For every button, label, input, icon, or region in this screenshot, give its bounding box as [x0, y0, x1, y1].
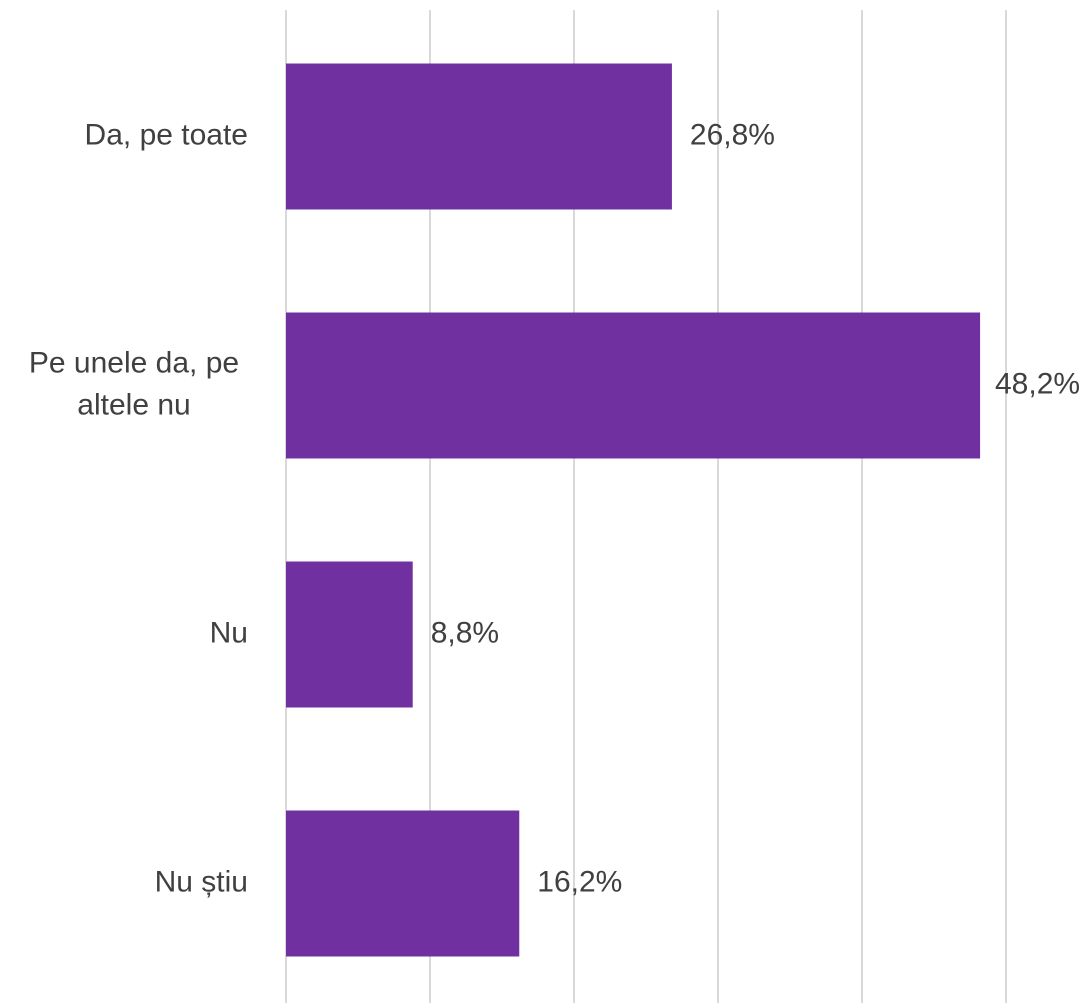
category-label-line: Nu știu: [155, 865, 248, 898]
bars: [286, 63, 981, 957]
category-label-line: Da, pe toate: [85, 118, 248, 151]
category-label-line: altele nu: [77, 388, 190, 421]
category-label: Nu știu: [155, 865, 248, 898]
data-labels: 26,8% 48,2% 8,8% 16,2%: [431, 118, 1080, 898]
category-label-line: Pe unele da, pe: [29, 346, 239, 379]
bar: [286, 312, 981, 459]
category-label: Pe unele da, pe altele nu: [29, 346, 239, 421]
bar: [286, 63, 672, 210]
category-label: Nu: [210, 616, 248, 649]
category-labels: Da, pe toate Pe unele da, pe altele nu Nu Nu…: [29, 118, 248, 898]
data-label: 16,2%: [537, 865, 622, 898]
data-label: 26,8%: [690, 118, 775, 151]
bar: [286, 810, 520, 957]
bar: [286, 561, 413, 708]
data-label: 48,2%: [995, 367, 1080, 400]
data-label: 8,8%: [431, 616, 499, 649]
category-label-line: Nu: [210, 616, 248, 649]
category-label: Da, pe toate: [85, 118, 248, 151]
